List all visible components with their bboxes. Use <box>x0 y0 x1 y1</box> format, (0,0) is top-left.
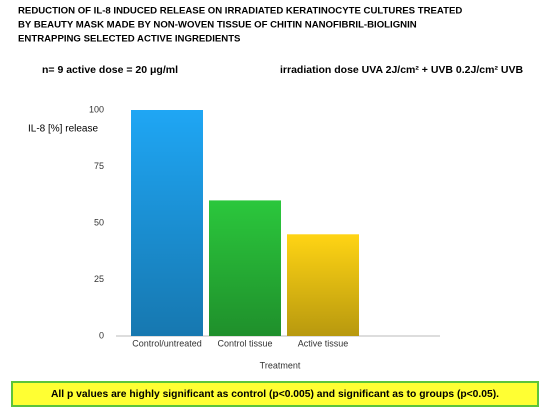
y-tick-label: 100 <box>89 104 104 114</box>
chart-title: BY BEAUTY MASK MADE BY NON-WOVEN TISSUE … <box>18 20 417 31</box>
x-tick-label: Control tissue <box>217 338 272 348</box>
y-tick-label: 25 <box>94 274 104 284</box>
y-axis-label: IL-8 [%] release <box>28 124 98 135</box>
annotation: n= 9 active dose = 20 μg/ml <box>42 64 178 76</box>
bar-shade <box>131 110 203 336</box>
footnote: All p values are highly significant as c… <box>51 389 499 400</box>
annotation: irradiation dose UVA 2J/cm² + UVB 0.2J/c… <box>280 64 523 76</box>
x-tick-label: Active tissue <box>298 338 349 348</box>
footnote-box <box>11 381 539 407</box>
y-tick-label: 75 <box>94 161 104 171</box>
chart-title: REDUCTION OF IL-8 INDUCED RELEASE ON IRR… <box>18 6 462 17</box>
y-tick-label: 50 <box>94 217 104 227</box>
x-axis-label: Treatment <box>260 360 301 370</box>
bar-shade <box>287 234 359 336</box>
y-tick-label: 0 <box>99 330 104 340</box>
x-tick-label: Control/untreated <box>132 338 202 348</box>
chart-title: ENTRAPPING SELECTED ACTIVE INGREDIENTS <box>18 34 241 45</box>
bar-shade <box>209 200 281 336</box>
